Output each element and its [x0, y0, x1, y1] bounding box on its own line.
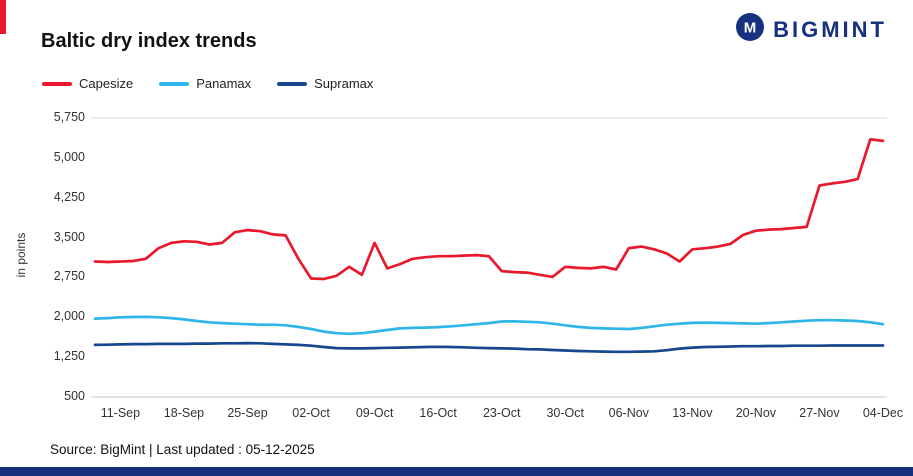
- y-tick-label: 4,250: [53, 189, 85, 204]
- capesize-series-line: [93, 137, 885, 281]
- legend-item-capesize: Capesize: [42, 76, 133, 91]
- source-note: Source: BigMint | Last updated : 05-12-2…: [50, 442, 315, 457]
- legend-label: Supramax: [314, 76, 374, 91]
- legend-label: Capesize: [79, 76, 134, 91]
- x-tick-label: 30-Oct: [546, 406, 584, 420]
- y-tick-label: 2,750: [53, 269, 85, 284]
- legend-swatch-supramax: [277, 81, 308, 86]
- page-title: Baltic dry index trends: [41, 30, 257, 52]
- chart-legend: Capesize Panamax Supramax: [42, 76, 373, 91]
- bigmint-m-circle-icon: M: [735, 12, 765, 47]
- x-tick-label: 23-Oct: [482, 406, 521, 420]
- legend-swatch-panamax: [159, 81, 190, 86]
- x-tick-label: 27-Nov: [799, 406, 840, 420]
- y-tick-label: 3,500: [53, 229, 85, 244]
- x-tick-label: 11-Sep: [100, 406, 141, 420]
- x-tick-label: 02-Oct: [292, 406, 330, 420]
- x-tick-label: 04-Dec: [862, 406, 904, 420]
- x-tick-label: 13-Nov: [672, 406, 713, 420]
- footer-navy-bar: [0, 467, 913, 476]
- x-tick-label: 16-Oct: [419, 406, 457, 420]
- y-tick-label: 5,750: [53, 110, 85, 124]
- x-tick-label: 06-Nov: [608, 406, 649, 420]
- y-tick-label: 2,000: [53, 309, 85, 324]
- x-tick-label: 25-Sep: [227, 406, 268, 420]
- panamax-series-line: [93, 315, 885, 336]
- red-corner-accent: [0, 0, 6, 34]
- x-tick-label: 20-Nov: [735, 406, 777, 420]
- bigmint-wordmark: BIGMINT: [773, 16, 887, 42]
- svg-text:M: M: [744, 20, 757, 37]
- legend-label: Panamax: [196, 76, 252, 91]
- x-tick-label: 09-Oct: [355, 406, 394, 420]
- legend-swatch-capesize: [42, 81, 72, 86]
- bigmint-logo: M BIGMINT: [735, 12, 887, 47]
- x-tick-label: 18-Sep: [163, 406, 205, 420]
- legend-item-panamax: Panamax: [159, 76, 251, 91]
- y-tick-label: 1,250: [53, 349, 85, 364]
- supramax-series-line: [93, 341, 885, 354]
- y-tick-label: 500: [64, 389, 85, 403]
- y-tick-label: 5,000: [53, 149, 85, 164]
- legend-item-supramax: Supramax: [277, 76, 373, 91]
